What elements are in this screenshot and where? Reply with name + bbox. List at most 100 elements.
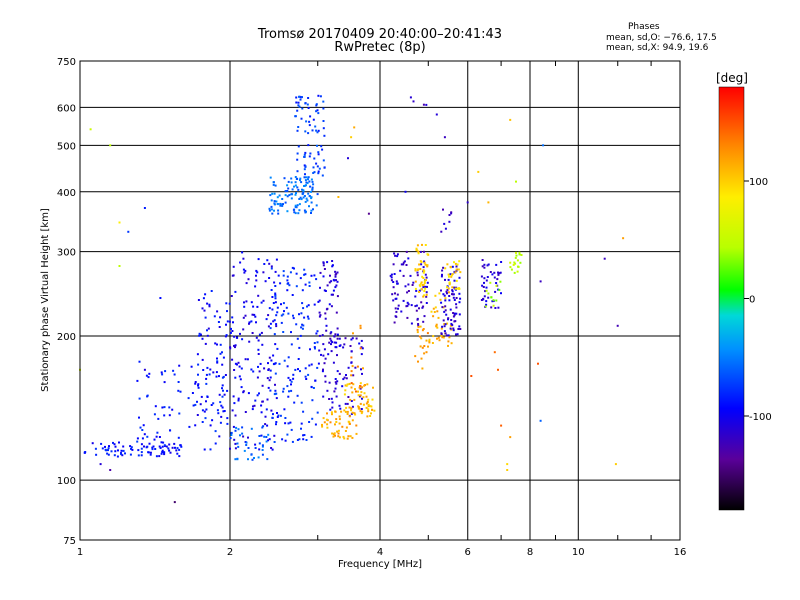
data-point <box>326 426 329 429</box>
data-point <box>440 301 443 304</box>
data-point <box>228 302 231 305</box>
data-point <box>323 268 326 270</box>
data-point <box>328 341 331 344</box>
data-point <box>154 448 157 450</box>
data-point <box>271 416 274 419</box>
data-point <box>89 128 92 131</box>
data-point <box>322 343 325 346</box>
data-point <box>325 324 328 327</box>
data-point <box>137 454 140 457</box>
data-point <box>153 413 156 416</box>
data-point <box>268 307 271 310</box>
data-point <box>313 342 316 344</box>
data-point <box>218 435 221 438</box>
data-point <box>336 333 339 336</box>
data-point <box>448 281 451 284</box>
data-point <box>164 370 167 373</box>
colorbar-tick-label: 0 <box>749 295 755 306</box>
data-point <box>265 436 268 438</box>
data-point <box>222 356 225 359</box>
data-point <box>198 332 201 335</box>
data-point <box>499 280 502 283</box>
data-point <box>477 170 480 173</box>
data-point <box>229 331 232 334</box>
data-point <box>393 252 396 255</box>
data-point <box>178 448 181 451</box>
data-point <box>296 204 299 207</box>
data-point <box>423 270 426 273</box>
data-point <box>237 361 240 364</box>
data-point <box>260 301 263 304</box>
data-point <box>440 333 443 335</box>
data-point <box>418 307 420 310</box>
data-point <box>114 445 117 448</box>
data-point <box>391 293 394 296</box>
data-point <box>326 389 329 392</box>
data-point <box>423 282 426 284</box>
data-point <box>130 447 132 450</box>
data-point <box>498 288 501 291</box>
data-point <box>205 373 208 376</box>
data-point <box>318 315 321 318</box>
data-point <box>438 292 441 295</box>
data-point <box>414 305 417 308</box>
data-point <box>414 269 417 272</box>
data-point <box>255 279 258 282</box>
data-point <box>416 271 419 274</box>
data-point <box>304 375 307 378</box>
data-point <box>230 327 232 330</box>
data-point <box>284 422 287 425</box>
data-point <box>308 124 311 127</box>
data-point <box>306 182 309 185</box>
data-point <box>146 394 149 397</box>
data-point <box>307 192 310 195</box>
data-point <box>317 112 320 115</box>
data-point <box>147 451 150 454</box>
data-point <box>344 402 347 405</box>
data-point <box>138 397 141 400</box>
data-point <box>353 398 356 401</box>
data-point <box>168 449 171 452</box>
data-point <box>254 443 257 446</box>
data-point <box>425 103 428 106</box>
data-point <box>274 389 277 392</box>
data-point <box>257 348 260 351</box>
data-point <box>260 331 263 334</box>
data-point <box>331 260 334 262</box>
data-point <box>303 168 306 171</box>
data-point <box>300 181 303 184</box>
data-point <box>301 188 303 191</box>
data-point <box>273 393 276 396</box>
data-point <box>418 335 421 338</box>
data-point <box>261 453 264 456</box>
data-point <box>280 321 283 324</box>
data-point <box>253 457 255 459</box>
data-point <box>419 282 422 285</box>
data-point <box>487 296 490 299</box>
data-point <box>277 274 280 277</box>
data-point <box>317 94 320 97</box>
data-point <box>425 279 427 281</box>
data-point <box>332 289 335 292</box>
data-point <box>197 299 200 301</box>
data-point <box>262 271 265 274</box>
data-point <box>230 434 233 436</box>
data-point <box>441 273 443 276</box>
data-point <box>359 402 362 405</box>
data-point <box>490 306 493 309</box>
data-point <box>203 309 206 312</box>
data-point <box>334 333 337 336</box>
data-point <box>438 339 441 342</box>
data-point <box>270 205 273 208</box>
data-point <box>300 198 303 201</box>
data-point <box>287 422 290 425</box>
data-point <box>300 401 303 404</box>
data-point <box>443 294 446 297</box>
data-point <box>421 275 424 278</box>
data-point <box>350 356 353 359</box>
data-point <box>279 282 282 285</box>
data-point <box>517 265 520 268</box>
data-point <box>392 263 395 266</box>
data-point <box>481 259 484 261</box>
data-point <box>336 271 339 274</box>
